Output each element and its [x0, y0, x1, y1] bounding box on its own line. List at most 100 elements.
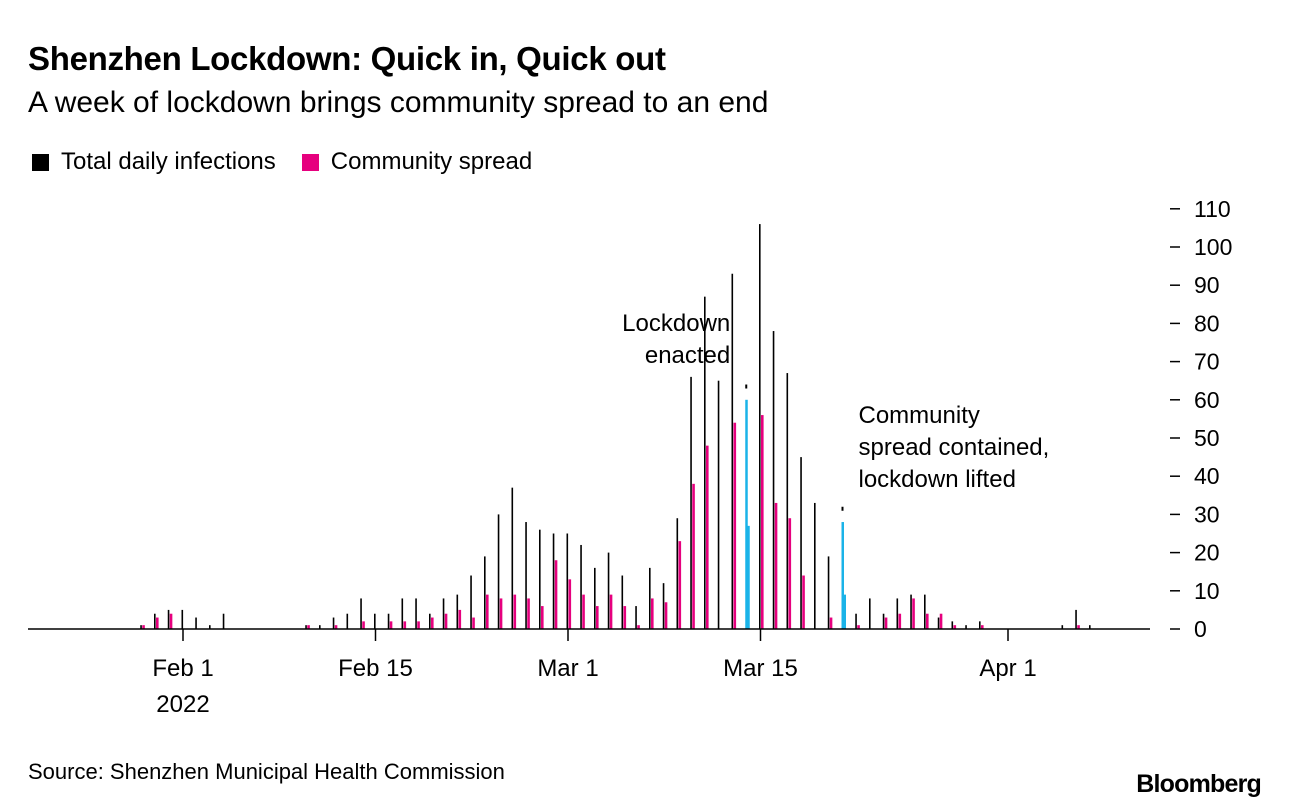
bar-community	[417, 621, 420, 629]
bar-total	[346, 613, 349, 629]
bar-total	[786, 373, 789, 629]
bar-total	[497, 514, 500, 629]
bar-total	[154, 613, 156, 629]
bar-total	[869, 598, 871, 629]
bar-community	[733, 422, 737, 629]
annotations-layer: Lockdown enacted Community spread contained…	[622, 310, 1049, 493]
bar-total	[896, 598, 899, 629]
y-tick-label: 30	[1194, 501, 1220, 527]
y-tick-label: 90	[1194, 272, 1220, 298]
bar-total	[525, 522, 527, 629]
bar-total	[140, 625, 142, 629]
bar-community	[761, 415, 764, 629]
bar-community	[609, 594, 613, 629]
bar-total	[731, 273, 734, 629]
bar-community	[499, 598, 503, 629]
bar-total	[374, 613, 376, 629]
bar-total	[772, 331, 775, 629]
bar-community	[774, 502, 778, 629]
bar-highlight	[747, 525, 750, 629]
annotation-contained-line: spread contained,	[859, 434, 1050, 461]
bar-total	[470, 575, 472, 629]
bar-community	[444, 613, 448, 629]
bar-community	[1077, 625, 1080, 629]
bar-community	[362, 621, 365, 629]
bar-community	[678, 541, 682, 629]
bar-community	[554, 560, 558, 629]
bar-total	[566, 533, 569, 629]
bar-community	[692, 483, 695, 629]
bar-total	[195, 617, 197, 629]
bar-total	[305, 625, 307, 629]
bar-total	[607, 552, 610, 629]
bar-total	[415, 598, 417, 629]
bar-total	[580, 544, 582, 629]
legend-item-total: Total daily infections	[32, 148, 276, 176]
y-tick-label: 20	[1194, 540, 1220, 566]
bars-layer	[140, 224, 1091, 629]
bar-total	[662, 583, 665, 629]
bar-total	[882, 613, 885, 629]
bar-total	[552, 533, 555, 629]
bar-community	[623, 606, 627, 629]
bar-total-highlight-top	[745, 384, 748, 389]
bar-total	[360, 598, 362, 629]
bar-community	[664, 602, 668, 629]
bar-community	[142, 625, 145, 629]
bar-total	[649, 567, 651, 629]
bar-community	[472, 617, 475, 629]
y-tick-label: 70	[1194, 349, 1220, 375]
bar-total	[759, 224, 761, 629]
chart-title: Shenzhen Lockdown: Quick in, Quick out	[28, 40, 666, 77]
bloomberg-logo: Bloomberg	[1136, 770, 1262, 798]
bar-total	[1061, 625, 1064, 629]
legend: Total daily infections Community spread	[32, 148, 558, 176]
bar-community	[939, 613, 943, 629]
y-tick-label: 10	[1194, 578, 1220, 604]
bar-community	[651, 598, 654, 629]
y-tick-label: 0	[1194, 616, 1207, 642]
bar-total	[511, 487, 514, 629]
bar-total	[484, 556, 486, 629]
x-axis: Feb 1 2022 Feb 15 Mar 1 Mar 15 Apr 1	[28, 628, 1150, 718]
bar-community	[596, 606, 599, 629]
bar-total	[965, 625, 967, 629]
bar-community	[389, 621, 393, 629]
bar-total	[539, 529, 541, 629]
bar-community	[527, 598, 530, 629]
y-tick-label: 50	[1194, 425, 1220, 451]
bar-total	[690, 376, 692, 629]
annotation-contained-line: lockdown lifted	[859, 466, 1016, 493]
bar-community	[169, 613, 173, 629]
bar-community	[582, 594, 585, 629]
y-tick-label: 100	[1194, 234, 1232, 260]
bar-total	[167, 609, 170, 629]
bar-total	[814, 502, 816, 629]
legend-swatch-community	[301, 153, 319, 171]
chart-subtitle: A week of lockdown brings community spre…	[28, 86, 769, 119]
bar-community	[884, 617, 888, 629]
bar-total	[635, 606, 637, 629]
y-tick-label: 110	[1194, 196, 1231, 222]
bar-total	[827, 556, 830, 629]
x-tick-label: Mar 15	[723, 655, 798, 682]
bar-total	[924, 594, 926, 629]
bar-community	[981, 625, 984, 629]
legend-label-community: Community spread	[330, 148, 533, 175]
bar-community	[912, 598, 915, 629]
bar-community	[486, 594, 489, 629]
annotation-lockdown-line: enacted	[645, 342, 730, 369]
bar-total	[594, 567, 596, 629]
bar-total	[387, 613, 390, 629]
bar-community	[431, 617, 434, 629]
bar-total	[855, 613, 857, 629]
bar-community	[458, 609, 462, 629]
bar-total	[181, 609, 184, 629]
bar-total	[676, 518, 679, 629]
bar-total	[319, 625, 321, 629]
bar-community	[706, 445, 709, 629]
bar-highlight	[843, 594, 846, 629]
source-note: Source: Shenzhen Municipal Health Commis…	[28, 759, 505, 784]
bar-community	[307, 625, 310, 629]
x-tick-sublabel: 2022	[156, 691, 209, 718]
